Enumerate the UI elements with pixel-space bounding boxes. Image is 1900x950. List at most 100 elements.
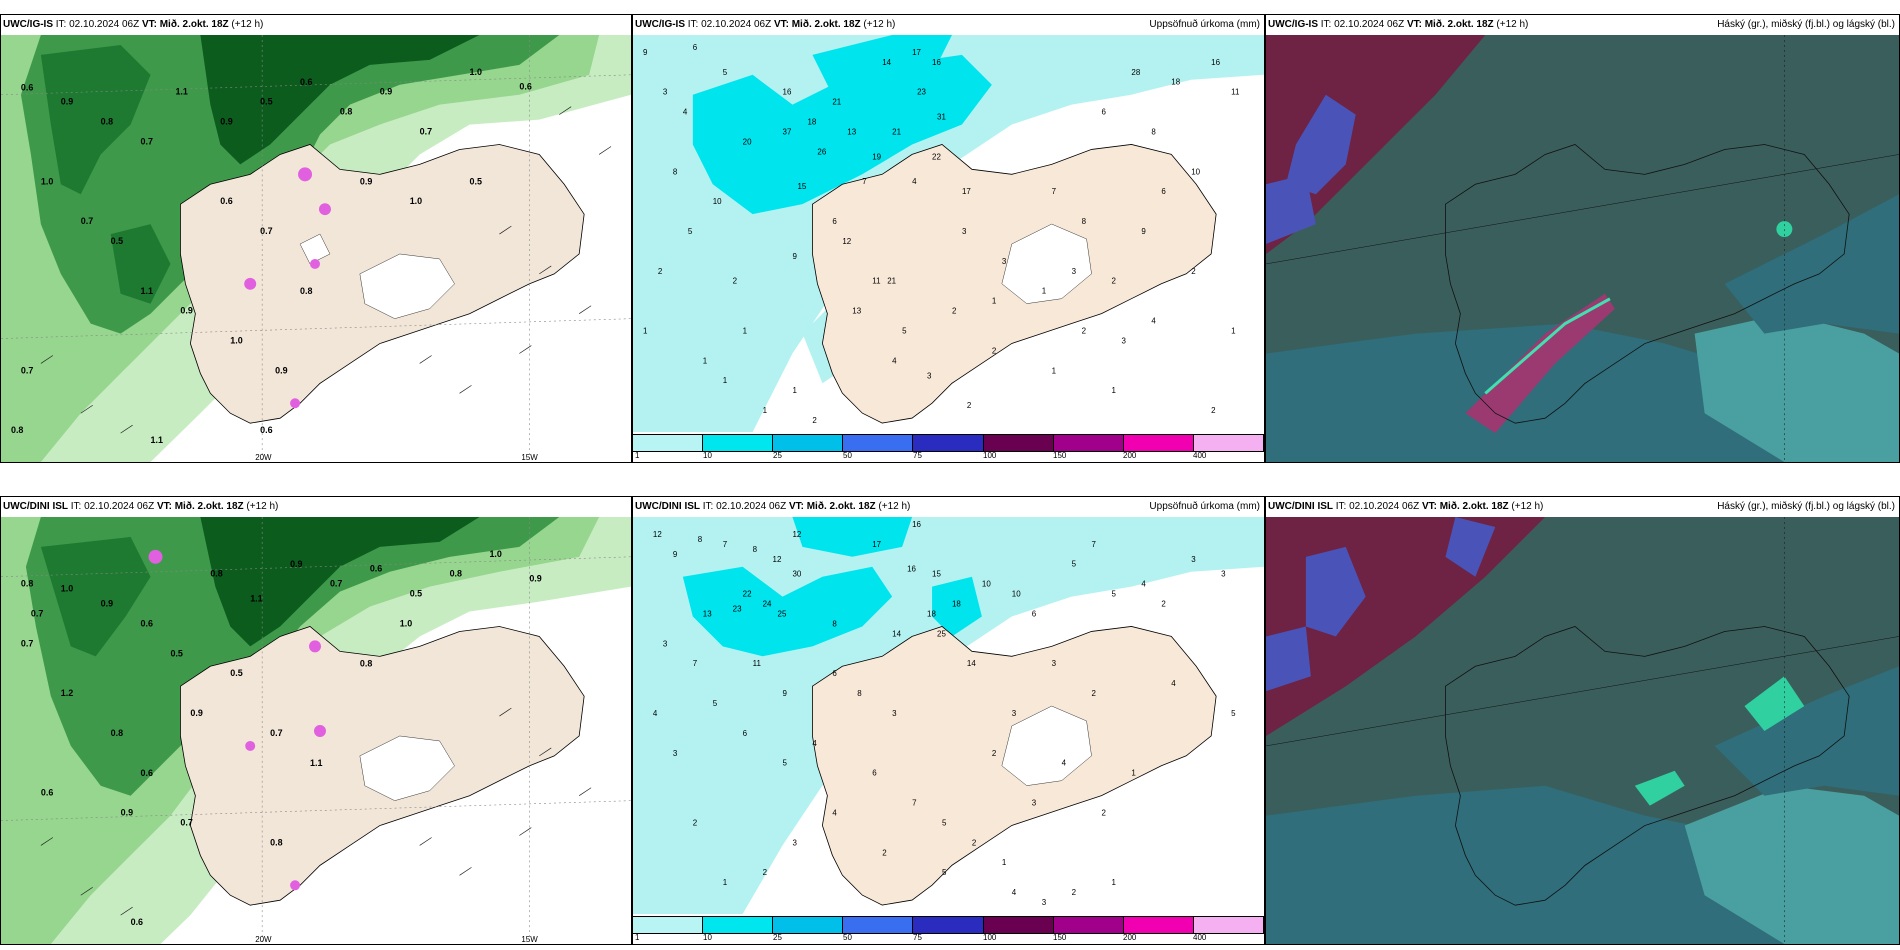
value-label: 0.6 — [370, 564, 382, 574]
value-label: 13 — [852, 307, 861, 316]
value-label: 3 — [1042, 898, 1047, 907]
value-label: 0.6 — [141, 768, 153, 778]
panel-header: UWC/IG-IS IT: 02.10.2024 06Z VT: Mið. 2.… — [1268, 19, 1895, 30]
colorbar-swatch — [703, 435, 774, 451]
value-label: 6 — [1032, 610, 1037, 619]
forecast-map[interactable]: 0.8 0.7 1.0 0.9 0.6 0.5 0.8 1.1 0.9 0.7 … — [1, 517, 631, 944]
value-label: 1 — [1231, 327, 1236, 336]
value-label: 23 — [733, 605, 742, 614]
value-label: 0.9 — [61, 97, 73, 107]
value-label: 16 — [912, 520, 921, 529]
value-label: 0.7 — [141, 136, 153, 146]
value-label: 0.5 — [470, 176, 482, 186]
value-label: 8 — [698, 535, 703, 544]
colorbar-label: 25 — [773, 451, 782, 460]
value-label: 13 — [847, 128, 856, 137]
value-label: 0.9 — [180, 306, 192, 316]
value-label: 3 — [663, 639, 668, 648]
value-label: 8 — [1151, 128, 1156, 137]
value-label: 0.9 — [220, 117, 232, 127]
value-label: 1.1 — [141, 286, 153, 296]
value-label: 0.6 — [220, 196, 232, 206]
map-panel-igis-clouds: UWC/IG-IS IT: 02.10.2024 06Z VT: Mið. 2.… — [1265, 14, 1900, 463]
value-label: 0.8 — [101, 117, 113, 127]
value-label: 0.6 — [21, 83, 33, 93]
colorbar-swatch — [913, 917, 984, 933]
value-label: 11 — [753, 659, 762, 668]
value-label: 1.2 — [61, 688, 73, 698]
colorbar-label: 1 — [635, 451, 640, 460]
value-label: 15 — [932, 570, 941, 579]
colorbar-swatch — [1193, 435, 1264, 451]
value-label: 20 — [743, 137, 752, 146]
value-label: 21 — [887, 277, 896, 286]
value-label: 8 — [1082, 217, 1087, 226]
colorbar-label: 1 — [635, 933, 640, 942]
value-label: 1 — [1002, 858, 1007, 867]
colorbar-label: 150 — [1053, 451, 1067, 460]
value-label: 12 — [842, 237, 851, 246]
value-label: 0.9 — [101, 599, 113, 609]
colorbar-swatch — [633, 435, 704, 451]
value-label: 3 — [1072, 267, 1077, 276]
value-label: 0.7 — [81, 216, 93, 226]
value-label: 1 — [723, 878, 728, 887]
lon-label: 15W — [521, 453, 538, 462]
value-label: 4 — [683, 108, 688, 117]
value-label: 0.8 — [111, 728, 123, 738]
value-label: 14 — [892, 629, 901, 638]
colorbar-swatch — [1053, 435, 1124, 451]
colorbar-swatch — [1193, 917, 1264, 933]
colorbar-label: 100 — [983, 451, 997, 460]
value-label: 18 — [927, 610, 936, 619]
value-label: 13 — [703, 610, 712, 619]
value-label: 9 — [673, 550, 678, 559]
value-label: 2 — [972, 838, 977, 847]
value-label: 3 — [1032, 799, 1037, 808]
forecast-map[interactable]: 0.6 0.9 0.8 0.7 1.1 0.9 0.5 0.6 0.8 0.9 … — [1, 35, 631, 462]
value-label: 1 — [992, 297, 997, 306]
value-label: 0.7 — [420, 127, 432, 137]
value-label: 22 — [743, 590, 752, 599]
value-label: 3 — [1221, 570, 1226, 579]
value-label: 24 — [763, 600, 772, 609]
value-label: 0.6 — [141, 618, 153, 628]
value-label: 0.6 — [300, 77, 312, 87]
value-label: 12 — [792, 530, 801, 539]
value-label: 7 — [1092, 540, 1097, 549]
value-label: 17 — [872, 540, 881, 549]
value-label: 10 — [1191, 167, 1200, 176]
value-label: 15 — [797, 182, 806, 191]
value-label: 1 — [1131, 769, 1136, 778]
value-label: 1 — [743, 327, 748, 336]
value-label: 2 — [1072, 888, 1077, 897]
map-panel-dini-clouds: UWC/DINI ISL IT: 02.10.2024 06Z VT: Mið.… — [1265, 496, 1900, 945]
value-label: 1 — [723, 376, 728, 385]
value-label: 2 — [1092, 689, 1097, 698]
value-label: 2 — [1191, 267, 1196, 276]
value-label: 2 — [1111, 277, 1116, 286]
value-label: 10 — [982, 580, 991, 589]
forecast-map[interactable] — [1266, 517, 1899, 944]
value-label: 1.1 — [250, 594, 262, 604]
value-label: 6 — [832, 669, 837, 678]
colorbar-label: 100 — [983, 933, 997, 942]
forecast-map[interactable] — [1266, 35, 1899, 462]
value-label: 1.1 — [151, 435, 163, 445]
value-label: 28 — [1131, 68, 1140, 77]
value-label: 0.7 — [330, 579, 342, 589]
value-label: 0.9 — [380, 87, 392, 97]
value-label: 21 — [832, 98, 841, 107]
value-label: 9 — [1141, 227, 1146, 236]
value-label: 2 — [812, 416, 817, 425]
colorbar-label: 200 — [1123, 451, 1137, 460]
value-label: 5 — [783, 759, 788, 768]
value-label: 1.1 — [310, 758, 322, 768]
forecast-map[interactable]: 9 6 5 3 4 8 10 20 16 18 21 37 26 15 13 1… — [633, 35, 1264, 432]
value-label: 0.8 — [21, 579, 33, 589]
value-label: 16 — [1211, 58, 1220, 67]
map-panel-igis-wind-precip: UWC/IG-IS IT: 02.10.2024 06Z VT: Mið. 2.… — [0, 14, 632, 463]
forecast-map[interactable]: 12 9 8 7 16 12 17 15 18 30 12 16 10 8 22… — [633, 517, 1264, 914]
value-label: 1.0 — [41, 176, 53, 186]
value-label: 0.7 — [270, 728, 282, 738]
